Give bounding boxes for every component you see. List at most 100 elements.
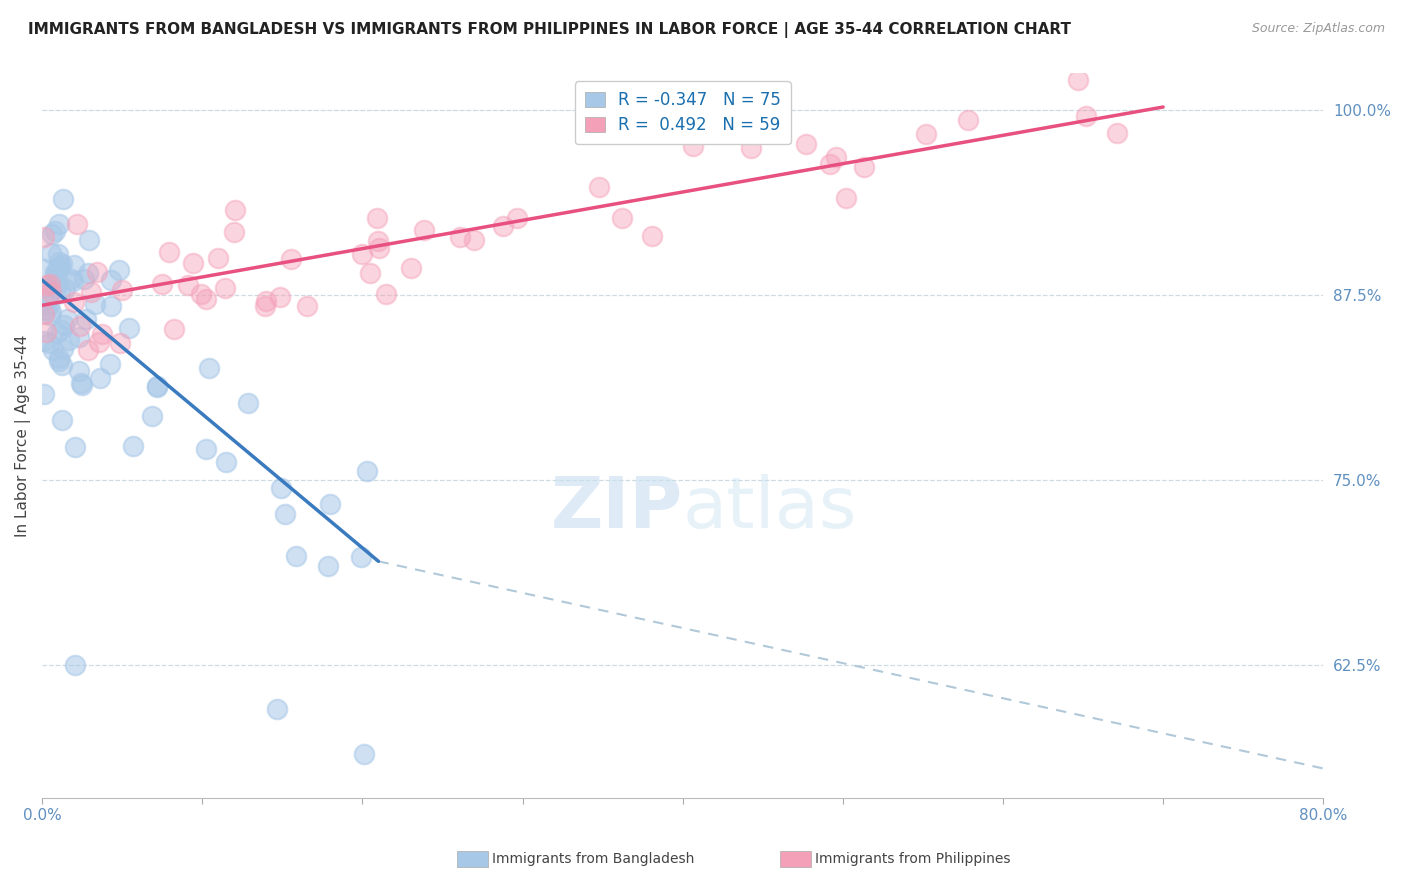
Point [506, 211, 529, 226]
Point [177, 277, 200, 292]
Point [108, 335, 131, 350]
Point [236, 396, 259, 410]
Point [610, 211, 633, 225]
Point [32, 261, 55, 276]
Point [48, 255, 70, 269]
Point [51, 413, 73, 427]
Point [356, 464, 378, 478]
Point [108, 263, 131, 277]
Point [195, 442, 218, 456]
Point [350, 550, 373, 565]
Point [89, 371, 111, 385]
Point [52, 342, 75, 356]
Point [111, 283, 134, 297]
Point [146, 379, 169, 393]
Point [70, 378, 93, 392]
Point [352, 246, 374, 260]
Point [818, 157, 841, 171]
Point [794, 136, 817, 151]
Point [100, 273, 122, 287]
Point [367, 234, 389, 248]
Point [269, 290, 291, 304]
Point [222, 225, 245, 239]
Point [1105, 126, 1128, 140]
Point [297, 300, 319, 314]
Point [825, 150, 848, 164]
Point [195, 293, 218, 307]
Point [80, 285, 103, 299]
Text: IMMIGRANTS FROM BANGLADESH VS IMMIGRANTS FROM PHILIPPINES IN LABOR FORCE | AGE 3: IMMIGRANTS FROM BANGLADESH VS IMMIGRANTS… [28, 22, 1071, 38]
Point [37, 292, 59, 306]
Point [266, 702, 288, 716]
Point [63, 440, 86, 454]
Point [412, 223, 434, 237]
Point [45, 281, 67, 295]
Point [957, 113, 980, 128]
Point [224, 202, 246, 217]
Point [66, 217, 89, 231]
Point [34, 334, 56, 348]
Point [44, 264, 66, 278]
Point [53, 318, 76, 333]
Point [53, 282, 76, 296]
Point [49, 323, 72, 337]
Point [214, 281, 236, 295]
Point [117, 321, 139, 335]
Point [740, 141, 762, 155]
Point [32, 387, 55, 401]
Point [35, 325, 58, 339]
Point [38, 277, 60, 291]
Point [62, 274, 84, 288]
Point [46, 247, 69, 261]
Point [682, 139, 704, 153]
Point [253, 299, 276, 313]
Point [316, 559, 339, 574]
Point [835, 190, 858, 204]
Point [52, 192, 75, 206]
Point [270, 481, 292, 495]
Point [32, 229, 55, 244]
Point [44, 269, 66, 284]
Point [359, 266, 381, 280]
Point [152, 277, 174, 292]
Text: Immigrants from Bangladesh: Immigrants from Bangladesh [492, 852, 695, 866]
Point [39, 245, 62, 260]
Text: atlas: atlas [683, 474, 858, 542]
Y-axis label: In Labor Force | Age 35-44: In Labor Force | Age 35-44 [15, 334, 31, 537]
Point [1074, 109, 1097, 123]
Point [35, 302, 58, 317]
Point [146, 380, 169, 394]
Point [48, 351, 70, 365]
Point [67, 364, 90, 378]
Point [46, 326, 69, 341]
Point [77, 233, 100, 247]
Point [76, 343, 98, 358]
Point [280, 252, 302, 266]
Point [181, 255, 204, 269]
Text: Source: ZipAtlas.com: Source: ZipAtlas.com [1251, 22, 1385, 36]
Point [48, 354, 70, 368]
Point [284, 549, 307, 563]
Point [63, 657, 86, 672]
Point [70, 376, 93, 391]
Point [159, 244, 181, 259]
Point [353, 747, 375, 761]
Point [63, 259, 86, 273]
Point [75, 311, 97, 326]
Point [38, 298, 60, 312]
Point [207, 251, 229, 265]
Point [51, 257, 73, 271]
Point [852, 160, 875, 174]
Point [100, 299, 122, 313]
Point [46, 275, 69, 289]
Point [49, 285, 72, 300]
Point [41, 305, 63, 319]
Legend: R = -0.347   N = 75, R =  0.492   N = 59: R = -0.347 N = 75, R = 0.492 N = 59 [575, 81, 790, 144]
Point [100, 358, 122, 372]
Text: Immigrants from Philippines: Immigrants from Philippines [815, 852, 1011, 866]
Point [32, 280, 55, 294]
Point [588, 179, 610, 194]
Point [366, 211, 388, 226]
Point [492, 219, 515, 233]
Point [274, 507, 297, 521]
